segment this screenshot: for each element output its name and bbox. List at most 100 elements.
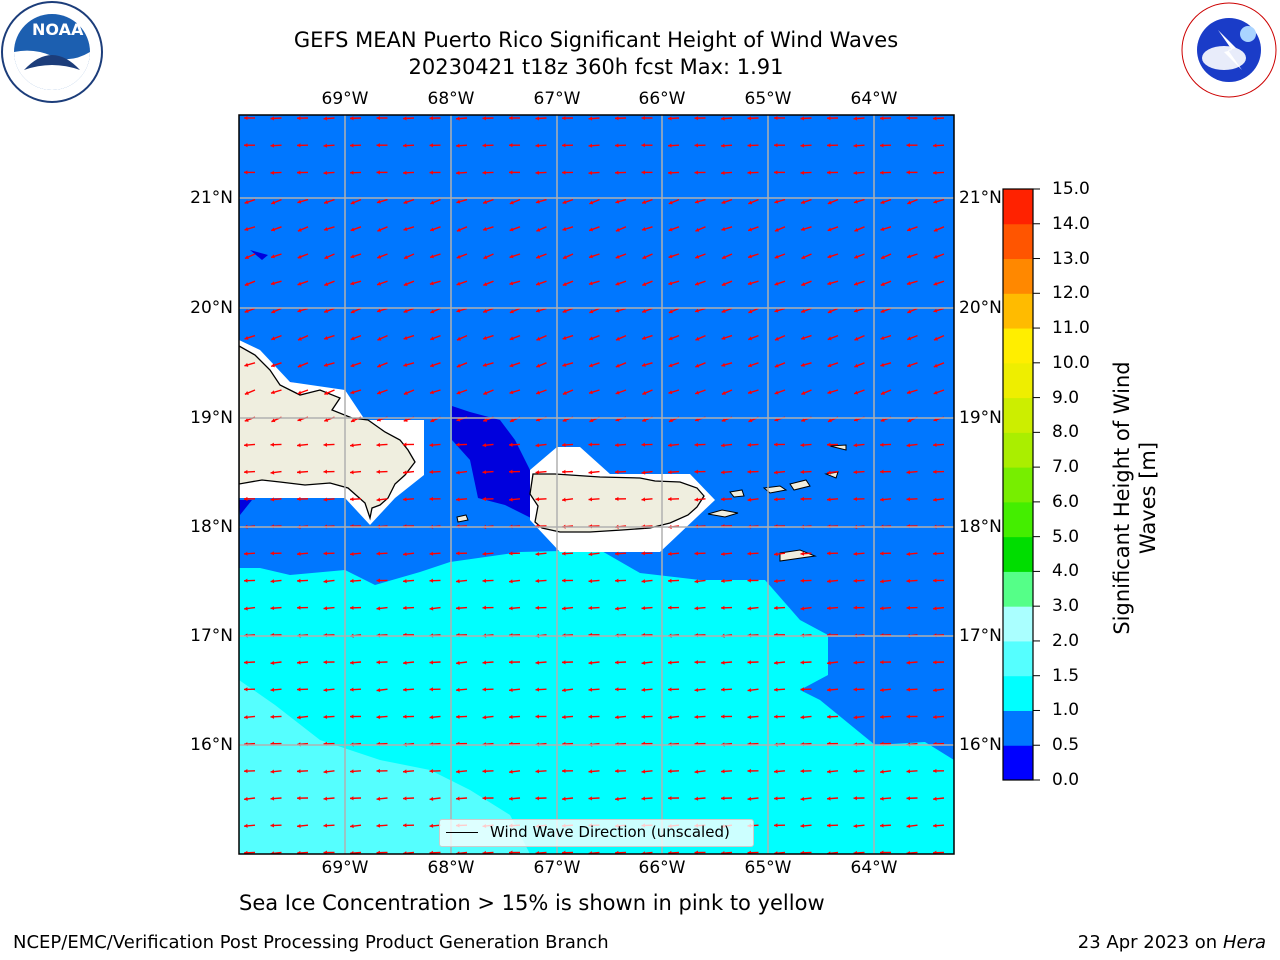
wave-direction-arrow [826,796,839,801]
wave-direction-arrow [402,796,415,801]
wave-direction-arrow [376,442,388,447]
wave-direction-arrow [906,362,918,368]
wave-direction-arrow [243,796,256,801]
wave-direction-arrow [456,198,468,204]
wave-direction-arrow [827,362,839,368]
wave-direction-arrow [455,714,468,719]
wave-direction-arrow [429,143,441,148]
wave-direction-arrow [694,442,706,447]
wave-direction-arrow [933,226,945,232]
wave-direction-arrow [932,850,945,854]
wave-direction-arrow [879,769,892,774]
wave-direction-arrow [270,170,282,175]
wave-direction-arrow [853,497,865,502]
wave-direction-arrow [588,714,600,719]
wave-direction-arrow [508,551,521,556]
wave-band-1.5-2.0 [239,680,530,854]
wave-direction-arrow [562,253,574,260]
wave-direction-arrow [880,198,892,205]
wave-direction-arrow [429,715,441,720]
wave-direction-arrow [641,170,653,175]
wave-direction-arrow [562,334,574,340]
wave-direction-arrow [403,307,415,313]
footer-machine: Hera [1222,932,1266,953]
wave-direction-arrow [349,824,362,829]
wave-direction-arrow [932,715,945,720]
wave-direction-arrow [588,579,600,584]
wave-direction-arrow [430,198,441,205]
wave-direction-arrow [694,850,706,854]
wave-direction-arrow [933,307,945,313]
wave-direction-arrow [614,660,627,665]
wave-direction-arrow [880,334,892,340]
wave-direction-arrow [429,796,441,801]
wave-direction-arrow [244,280,256,286]
wave-direction-arrow [720,578,733,583]
wave-direction-arrow [667,605,680,610]
wave-direction-arrow [323,334,335,340]
wave-direction-arrow [482,116,494,121]
lon-label-top: 65°W [744,89,792,109]
wave-direction-arrow [509,253,521,259]
wave-direction-arrow [773,796,786,801]
wave-direction-arrow [482,551,494,556]
wave-direction-arrow [376,660,388,665]
wave-direction-arrow [747,253,759,259]
wave-direction-arrow [456,389,468,395]
wave-direction-arrow [296,443,309,448]
wave-direction-arrow [747,850,759,854]
wave-direction-arrow [588,280,600,286]
wave-direction-arrow [349,170,362,175]
wave-direction-arrow [853,796,865,801]
wave-direction-arrow [482,578,494,583]
wave-direction-arrow [747,578,759,583]
wave-direction-arrow [350,389,362,395]
wave-direction-arrow [641,470,653,475]
wave-direction-arrow [826,687,839,692]
wave-direction-arrow [455,606,468,611]
wave-direction-arrow [720,660,733,665]
colorbar-segment [1003,606,1033,642]
wave-direction-arrow [668,226,680,232]
wave-direction-arrow [721,280,733,286]
wave-direction-arrow [429,660,441,665]
wave-direction-arrow [588,497,600,502]
wave-direction-arrow [455,551,468,556]
wave-direction-arrow [455,769,468,774]
wave-direction-arrow [270,226,282,232]
wave-direction-arrow [668,389,680,395]
wave-direction-arrow [324,253,335,260]
wave-direction-arrow [906,115,918,121]
wave-direction-arrow [482,687,494,692]
wave-direction-arrow [508,579,521,584]
wave-direction-arrow [615,198,627,204]
wave-direction-arrow [429,443,441,448]
colorbar-tick-label: 11.0 [1052,318,1090,339]
wave-direction-arrow [853,578,865,583]
wave-direction-arrow [376,850,388,854]
wave-direction-arrow [906,714,918,719]
wave-direction-arrow [667,578,680,583]
wave-direction-arrow [561,850,574,854]
wave-direction-arrow [377,334,388,341]
wave-direction-arrow [880,389,892,395]
wave-direction-arrow [402,660,415,665]
wave-direction-arrow [774,226,786,232]
wave-direction-arrow [853,470,865,475]
lat-label-right: 19°N [959,408,1002,428]
wave-direction-arrow [482,170,494,175]
wave-direction-arrow [826,551,839,556]
wave-direction-arrow [800,551,812,556]
wave-direction-arrow [508,850,521,854]
wave-direction-arrow [296,470,309,475]
colorbar-tick-label: 0.0 [1052,770,1080,790]
wave-direction-arrow [774,334,786,341]
wave-direction-arrow [561,469,574,474]
colorbar-segment [1003,467,1033,503]
wave-direction-arrow [508,606,521,611]
wave-direction-arrow [854,334,865,341]
wave-direction-arrow [270,579,282,584]
wave-direction-arrow [906,443,918,448]
wave-direction-arrow [641,579,653,584]
wave-direction-arrow [244,170,255,175]
